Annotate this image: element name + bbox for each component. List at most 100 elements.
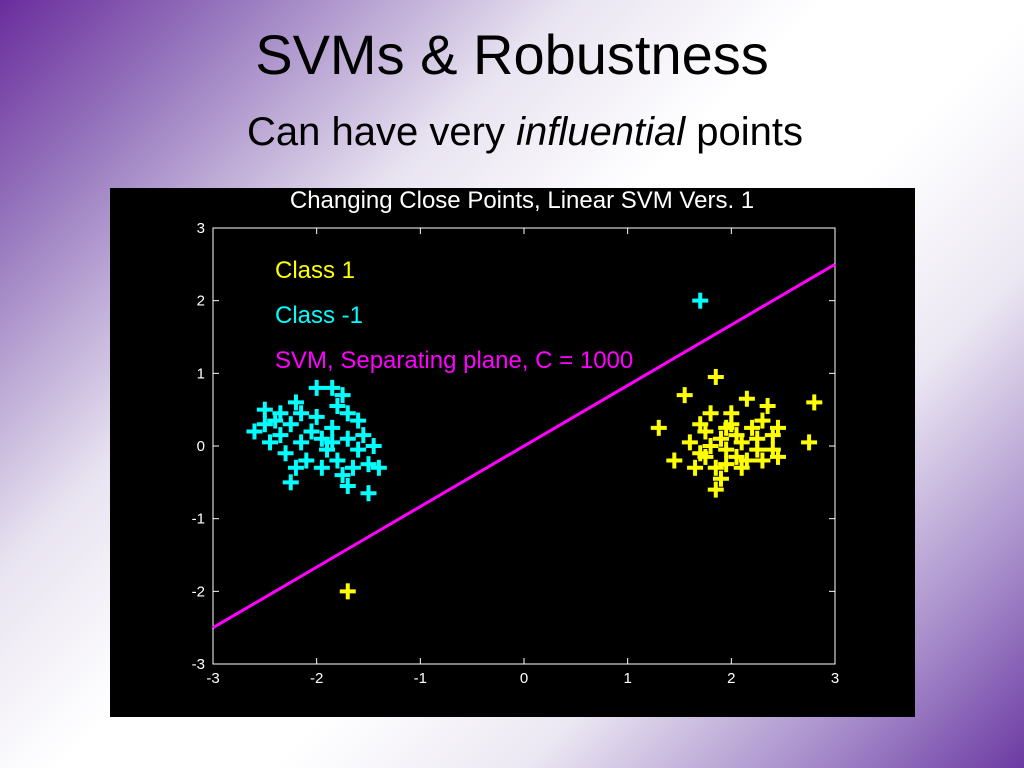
class-1-marker	[718, 456, 735, 473]
y-tick-label: 2	[197, 293, 205, 310]
class-neg1-marker	[334, 387, 351, 404]
y-tick-label: 3	[197, 220, 205, 237]
separating-line-layer	[212, 263, 836, 629]
chart-title: Changing Close Points, Linear SVM Vers. …	[290, 188, 754, 214]
class-neg1-marker	[339, 477, 356, 494]
scatter-chart: Changing Close Points, Linear SVM Vers. …	[192, 188, 840, 687]
class-neg1-marker	[313, 459, 330, 476]
class-neg1-marker	[692, 292, 709, 309]
class-1-marker	[687, 459, 704, 476]
class-neg1-marker	[293, 434, 310, 451]
class-neg1-marker	[360, 485, 377, 502]
class-1-marker	[806, 394, 823, 411]
class-1-marker	[759, 398, 776, 415]
class-1-marker	[754, 412, 771, 429]
class-1-marker	[712, 470, 729, 487]
class-neg1-marker	[298, 452, 315, 469]
class-neg1-marker	[350, 412, 367, 429]
subtitle-emphasis: influential	[516, 110, 686, 154]
class-neg1-marker	[272, 405, 289, 422]
y-tick-label: 1	[197, 365, 205, 382]
class-1-marker	[702, 438, 719, 454]
class-neg1-marker	[277, 445, 294, 462]
class-1-marker	[718, 441, 735, 458]
class-1-marker	[707, 459, 724, 476]
legend-class-1: Class 1	[275, 257, 355, 284]
class-neg1-marker	[360, 456, 377, 473]
legend: Class 1 Class -1 SVM, Separating plane, C …	[275, 257, 633, 374]
class-1-marker	[801, 434, 818, 451]
class-1-marker	[728, 448, 745, 465]
class-1-marker	[712, 430, 729, 447]
axes: -3 -2 -1 0 1 2 3 -3 -2 -1 0 1 2 3	[192, 220, 840, 687]
x-tick-label: 3	[831, 670, 839, 687]
y-tick-label: -3	[192, 656, 205, 673]
class-neg1-marker	[256, 416, 273, 433]
class-neg1-marker	[293, 405, 310, 422]
slide-title: SVMs & Robustness	[255, 23, 769, 86]
subtitle-prefix: Can have very	[247, 110, 517, 154]
class-neg1-marker	[282, 474, 299, 491]
class-1-marker	[666, 452, 683, 469]
class-1-marker	[769, 448, 786, 465]
class-1-marker	[692, 416, 709, 433]
class-1-marker	[738, 452, 755, 469]
class-1-marker	[676, 387, 693, 404]
subtitle-suffix: points	[685, 110, 803, 154]
class-1-marker	[339, 583, 356, 600]
x-tick-label: -3	[206, 670, 219, 687]
data-markers	[246, 292, 823, 600]
class-neg1-marker	[370, 459, 387, 476]
class-1-marker	[718, 419, 735, 436]
class-neg1-marker	[339, 405, 356, 422]
class-1-marker	[728, 427, 745, 444]
y-tick-label: -1	[192, 511, 205, 528]
legend-class-neg1: Class -1	[275, 302, 363, 329]
class-1-marker	[738, 390, 755, 407]
class-1-marker	[723, 405, 740, 422]
svm-separating-line	[212, 263, 836, 629]
class-1-marker	[697, 448, 714, 465]
class-1-marker	[650, 419, 667, 436]
class-1-marker	[681, 434, 698, 451]
class-neg1-marker	[344, 459, 361, 476]
legend-svm-line: SVM, Separating plane, C = 1000	[275, 347, 633, 374]
class-1-marker	[744, 419, 761, 436]
class-1-marker	[764, 427, 781, 444]
class-neg1-marker	[355, 427, 372, 444]
class-1-marker	[707, 368, 724, 385]
class-1-marker	[702, 405, 719, 422]
class-neg1-marker	[329, 452, 346, 469]
class-1-marker	[749, 430, 766, 447]
slide-subtitle: Can have very influential points	[0, 110, 1024, 155]
y-tick-label: -2	[192, 583, 205, 600]
class-neg1-marker	[287, 459, 304, 476]
class-neg1-marker	[365, 438, 382, 454]
class-neg1-marker	[324, 434, 341, 451]
class-neg1-marker	[246, 423, 263, 440]
class-1-marker	[754, 452, 771, 469]
class-neg1-marker	[256, 401, 273, 418]
class-neg1-marker	[334, 467, 351, 484]
x-tick-label: 2	[727, 670, 735, 687]
class-neg1-marker	[303, 423, 320, 440]
class-neg1-marker	[308, 379, 325, 396]
x-tick-label: 1	[623, 670, 631, 687]
class-neg1-marker	[324, 379, 341, 396]
class-neg1-marker	[262, 434, 279, 451]
class-neg1-marker	[282, 416, 299, 433]
chart-figure: Changing Close Points, Linear SVM Vers. …	[110, 188, 915, 717]
class-neg1-marker	[272, 427, 289, 444]
class-neg1-marker	[350, 441, 367, 458]
y-tick-label: 0	[197, 438, 205, 455]
class-neg1-marker	[324, 419, 341, 436]
class-1-marker	[707, 481, 724, 498]
class-neg1-marker	[329, 398, 346, 415]
class-neg1-marker	[339, 430, 356, 447]
x-tick-label: -2	[310, 670, 323, 687]
x-tick-label: -1	[414, 670, 427, 687]
x-tick-label: 0	[520, 670, 528, 687]
class-neg1-marker	[287, 394, 304, 411]
class-neg1-marker	[308, 408, 325, 425]
class-neg1-marker	[313, 430, 330, 447]
